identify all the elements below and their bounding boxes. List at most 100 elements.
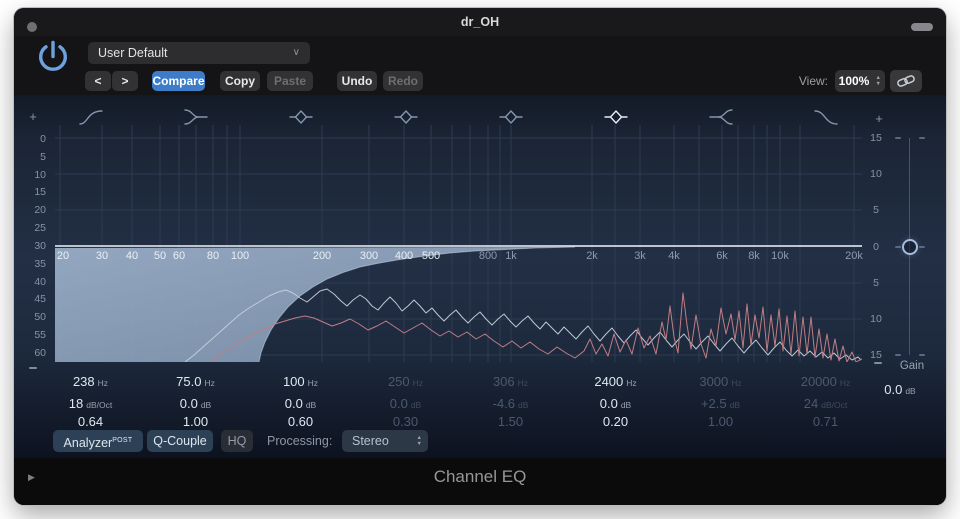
band-3-frequency[interactable]: 100 Hz	[282, 374, 319, 389]
hq-button[interactable]: HQ	[221, 430, 253, 452]
band-4-frequency[interactable]: 250 Hz	[387, 374, 424, 389]
left-scale-tick: 40	[34, 275, 46, 288]
chevron-down-icon: ∨	[292, 47, 300, 58]
plugin-name: Channel EQ	[433, 467, 527, 486]
band-7-gain[interactable]: +2.5 dB	[700, 396, 741, 411]
right-scale-tick: 0	[873, 240, 879, 253]
right-scale-tick: 5	[873, 276, 879, 289]
band-5-gain[interactable]: -4.6 dB	[492, 396, 529, 411]
view-zoom-stepper[interactable]: 100% ▲ ▼	[835, 70, 885, 92]
band-4-q[interactable]: 0.30	[392, 414, 419, 429]
band-8-q[interactable]: 0.71	[812, 414, 839, 429]
band-6-bell-icon[interactable]	[563, 107, 668, 127]
band-4-bell-icon[interactable]	[353, 107, 458, 127]
freq-label-80: 80	[206, 250, 220, 262]
processing-select[interactable]: Stereo ▲ ▼	[342, 430, 428, 452]
gain-tick	[919, 246, 925, 248]
left-scale-tick: 10	[34, 168, 46, 181]
band-6-frequency[interactable]: 2400 Hz	[594, 374, 637, 389]
band-1-highpass-icon[interactable]	[38, 107, 143, 127]
right-scale-tick: 15	[870, 349, 882, 362]
band-8-frequency[interactable]: 20000 Hz	[800, 374, 851, 389]
left-scale-tick: 0	[40, 133, 46, 145]
band-5-bell-icon[interactable]	[458, 107, 563, 127]
redo-button[interactable]: Redo	[383, 71, 423, 91]
freq-label-60: 60	[172, 250, 186, 262]
prev-preset-button[interactable]: <	[85, 71, 111, 91]
preset-dropdown[interactable]: User Default ∨	[88, 42, 310, 64]
band-6-gain[interactable]: 0.0 dB	[599, 396, 632, 411]
freq-label-500: 500	[421, 250, 441, 262]
left-scale-tick: 25	[34, 222, 46, 235]
q-couple-button[interactable]: Q-Couple	[147, 430, 213, 452]
gain-scale-plus[interactable]: +	[875, 111, 883, 126]
band-6-q[interactable]: 0.20	[602, 414, 629, 429]
band-2-gain[interactable]: 0.0 dB	[179, 396, 212, 411]
disclosure-triangle-icon[interactable]: ▶	[28, 472, 35, 482]
freq-label-30: 30	[95, 250, 109, 262]
analyzer-scale-plus[interactable]: +	[29, 109, 37, 124]
band-3-bell-icon[interactable]	[248, 107, 353, 127]
band-2-low-shelf-icon[interactable]	[143, 107, 248, 127]
copy-button[interactable]: Copy	[220, 71, 260, 91]
band-3-gain[interactable]: 0.0 dB	[284, 396, 317, 411]
freq-label-40: 40	[125, 250, 139, 262]
link-button[interactable]	[890, 70, 922, 92]
band-7-frequency[interactable]: 3000 Hz	[699, 374, 742, 389]
left-scale-tick: 15	[34, 186, 46, 199]
plugin-footer-bar: ▶ Channel EQ	[14, 458, 946, 505]
right-scale-tick: 10	[870, 168, 882, 181]
gain-slider-knob[interactable]	[902, 239, 918, 255]
band-8-gain[interactable]: 24 dB/Oct	[803, 396, 848, 411]
window-zoom-pill[interactable]	[911, 23, 933, 31]
band-5-q[interactable]: 1.50	[497, 414, 524, 429]
stepper-chevrons-icon: ▲ ▼	[875, 75, 881, 87]
window-title: dr_OH	[460, 15, 500, 29]
eq-graph-canvas[interactable]	[55, 125, 863, 363]
band-5-frequency[interactable]: 306 Hz	[492, 374, 529, 389]
analyzer-scale-minus[interactable]	[29, 367, 37, 369]
window-close-dot[interactable]	[27, 22, 37, 32]
view-label: View:	[798, 74, 828, 88]
band-3-params: 100 Hz 0.0 dB 0.60	[248, 374, 353, 430]
left-scale-tick: 35	[34, 257, 46, 270]
band-3-q[interactable]: 0.60	[287, 414, 314, 429]
freq-label-20k: 20k	[845, 250, 863, 262]
undo-button[interactable]: Undo	[337, 71, 377, 91]
gain-tick	[919, 137, 925, 139]
paste-button[interactable]: Paste	[267, 71, 313, 91]
view-zoom-value: 100%	[838, 74, 870, 88]
freq-label-200: 200	[312, 250, 332, 262]
band-1-q[interactable]: 0.64	[77, 414, 104, 429]
left-scale-tick: 45	[34, 293, 46, 306]
left-scale-tick: 60	[34, 346, 46, 359]
band-1-frequency[interactable]: 238 Hz	[72, 374, 109, 389]
compare-button[interactable]: Compare	[152, 71, 205, 91]
power-button[interactable]	[34, 38, 72, 76]
left-scale-tick: 55	[34, 329, 46, 342]
preset-value: User Default	[98, 46, 168, 60]
band-8-params: 20000 Hz 24 dB/Oct 0.71	[773, 374, 878, 430]
gain-tick	[895, 137, 901, 139]
left-scale-tick: 5	[40, 150, 46, 163]
titlebar: dr_OH	[14, 8, 946, 36]
next-preset-button[interactable]: >	[112, 71, 138, 91]
band-7-q[interactable]: 1.00	[707, 414, 734, 429]
band-2-params: 75.0 Hz 0.0 dB 1.00	[143, 374, 248, 430]
band-2-frequency[interactable]: 75.0 Hz	[176, 374, 215, 389]
band-7-high-shelf-icon[interactable]	[668, 107, 773, 127]
band-4-params: 250 Hz 0.0 dB 0.30	[353, 374, 458, 430]
band-8-lowpass-icon[interactable]	[773, 107, 878, 127]
band-icons-row	[38, 107, 878, 127]
band-4-gain[interactable]: 0.0 dB	[389, 396, 422, 411]
band-1-gain[interactable]: 18 dB/Oct	[68, 396, 113, 411]
gain-scale-minus[interactable]	[874, 362, 882, 364]
band-parameters: 238 Hz 18 dB/Oct 0.64 75.0 Hz 0.0 dB 1.00 100 Hz 0.0…	[38, 374, 878, 430]
freq-label-100: 100	[230, 250, 250, 262]
analyzer-button[interactable]: AnalyzerPOST	[53, 430, 143, 452]
stepper-chevrons-icon: ▲ ▼	[416, 435, 422, 447]
freq-label-800: 800	[478, 250, 498, 262]
band-2-q[interactable]: 1.00	[182, 414, 209, 429]
gain-value[interactable]: 0.0 dB	[884, 382, 916, 397]
band-1-params: 238 Hz 18 dB/Oct 0.64	[38, 374, 143, 430]
